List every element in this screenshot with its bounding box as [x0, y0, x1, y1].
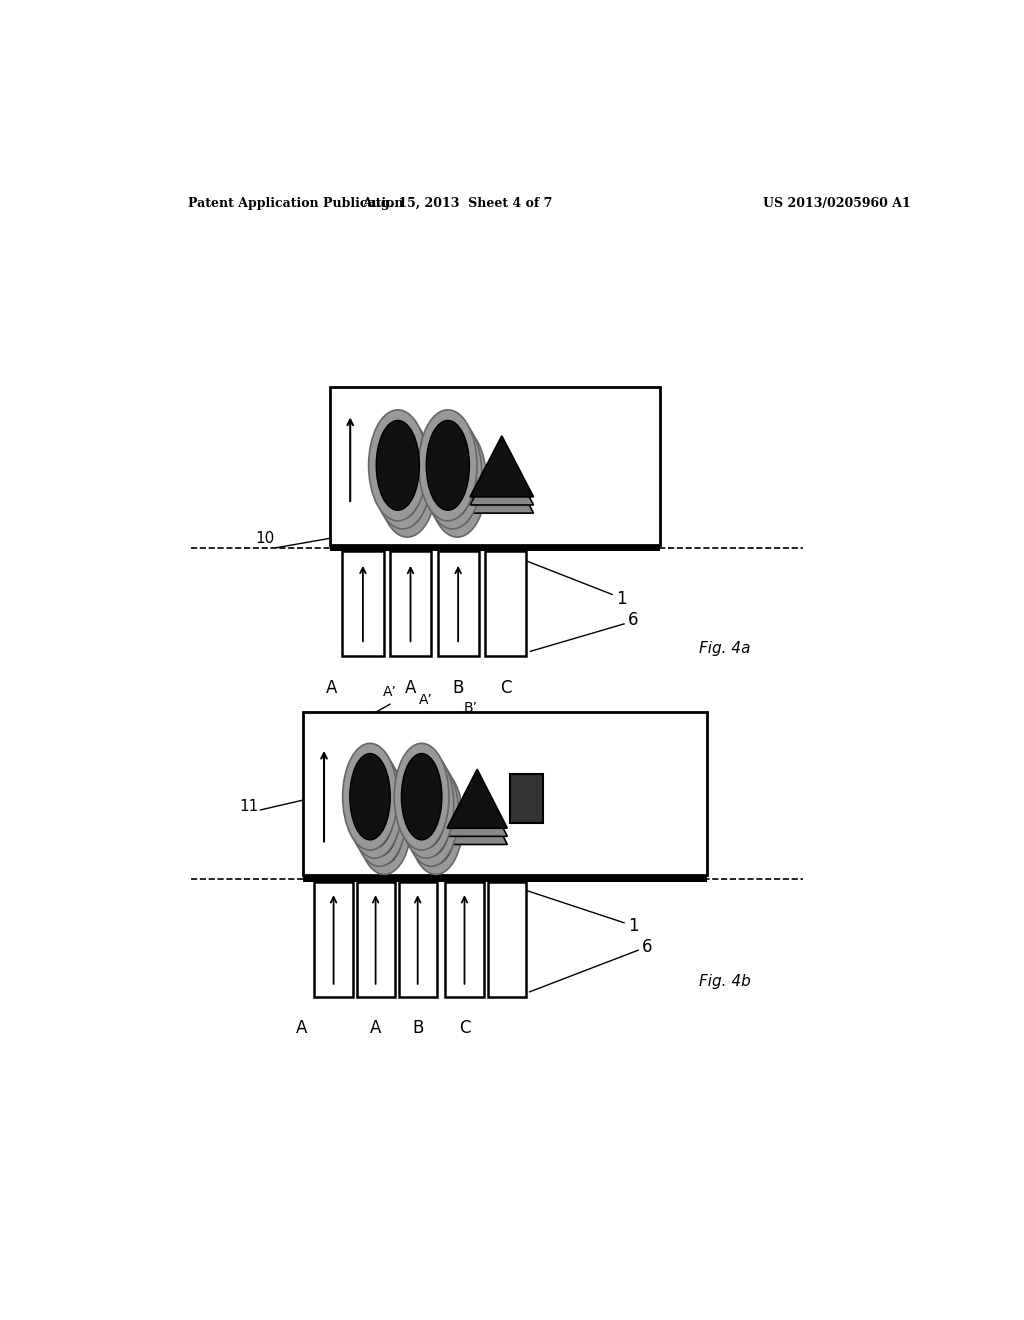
Ellipse shape [365, 777, 404, 865]
Ellipse shape [374, 418, 432, 529]
Ellipse shape [416, 777, 456, 865]
Text: A: A [296, 1019, 307, 1038]
Bar [314, 882, 352, 997]
Ellipse shape [354, 762, 395, 847]
Polygon shape [470, 444, 534, 506]
Polygon shape [470, 436, 534, 496]
Ellipse shape [359, 770, 399, 857]
Text: 1: 1 [616, 590, 627, 607]
Ellipse shape [352, 759, 407, 866]
Bar [303, 876, 708, 882]
Ellipse shape [401, 754, 442, 840]
Bar [398, 882, 436, 997]
Ellipse shape [423, 418, 481, 529]
Text: C: C [459, 1019, 470, 1038]
Bar [390, 550, 431, 656]
Polygon shape [447, 770, 507, 828]
Ellipse shape [343, 743, 397, 850]
Ellipse shape [386, 437, 429, 527]
Text: 10: 10 [256, 531, 274, 545]
Text: Patent Application Publication: Patent Application Publication [187, 197, 403, 210]
Text: A: A [404, 678, 416, 697]
Ellipse shape [350, 754, 390, 840]
Ellipse shape [378, 426, 436, 537]
Text: A’: A’ [419, 693, 432, 708]
Text: C’: C’ [573, 718, 588, 733]
Ellipse shape [381, 429, 424, 519]
Text: A: A [326, 678, 337, 697]
Text: A’: A’ [383, 685, 397, 700]
Ellipse shape [407, 762, 446, 847]
Text: 11: 11 [240, 800, 259, 814]
Text: 1: 1 [628, 917, 639, 935]
Text: B: B [412, 1019, 423, 1038]
Bar [485, 550, 526, 656]
Ellipse shape [426, 421, 469, 511]
Ellipse shape [357, 768, 412, 874]
Bar [437, 550, 479, 656]
Text: 6: 6 [642, 939, 652, 956]
Ellipse shape [394, 743, 449, 850]
Ellipse shape [399, 751, 454, 858]
Bar [303, 713, 708, 875]
Ellipse shape [403, 759, 459, 866]
Bar [342, 550, 384, 656]
Ellipse shape [428, 426, 486, 537]
Text: Fig. 4b: Fig. 4b [699, 974, 752, 989]
Ellipse shape [376, 421, 420, 511]
Bar [510, 775, 543, 824]
Text: B’: B’ [464, 701, 478, 715]
Bar [331, 545, 659, 550]
Ellipse shape [411, 770, 452, 857]
Text: Fig. 4a: Fig. 4a [699, 642, 751, 656]
Ellipse shape [369, 409, 427, 521]
Ellipse shape [347, 751, 402, 858]
Bar [356, 882, 394, 997]
Bar [331, 387, 659, 545]
Ellipse shape [409, 768, 463, 874]
Polygon shape [447, 785, 507, 845]
Ellipse shape [436, 437, 479, 527]
Ellipse shape [419, 409, 477, 521]
Bar [487, 882, 525, 997]
Bar [445, 882, 483, 997]
Text: Aug. 15, 2013  Sheet 4 of 7: Aug. 15, 2013 Sheet 4 of 7 [362, 197, 553, 210]
Text: US 2013/0205960 A1: US 2013/0205960 A1 [763, 197, 910, 210]
Polygon shape [447, 777, 507, 837]
Text: B: B [453, 678, 464, 697]
Text: A: A [370, 1019, 381, 1038]
Text: C: C [500, 678, 512, 697]
Text: 6: 6 [628, 611, 639, 628]
Polygon shape [470, 453, 534, 513]
Ellipse shape [431, 429, 474, 519]
